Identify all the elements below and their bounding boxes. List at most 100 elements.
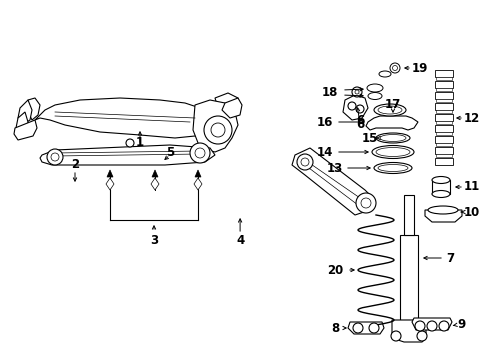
Polygon shape <box>434 81 452 88</box>
Bar <box>399 235 417 320</box>
Text: 8: 8 <box>330 321 339 334</box>
Polygon shape <box>434 147 452 154</box>
Polygon shape <box>434 70 452 77</box>
Circle shape <box>195 148 204 158</box>
Polygon shape <box>347 322 383 334</box>
Polygon shape <box>16 112 28 136</box>
Ellipse shape <box>367 93 381 99</box>
Ellipse shape <box>366 84 382 92</box>
Circle shape <box>352 323 362 333</box>
Text: 5: 5 <box>165 145 174 158</box>
Circle shape <box>438 321 448 331</box>
Bar <box>403 195 413 235</box>
Ellipse shape <box>371 145 413 158</box>
Bar <box>431 180 449 194</box>
Circle shape <box>351 87 361 97</box>
Circle shape <box>126 139 134 147</box>
Polygon shape <box>434 158 452 165</box>
Text: 6: 6 <box>355 118 364 131</box>
Circle shape <box>301 158 308 166</box>
Circle shape <box>203 116 231 144</box>
Text: 20: 20 <box>326 264 343 276</box>
Text: 18: 18 <box>321 85 338 99</box>
Text: 15: 15 <box>361 131 377 144</box>
Polygon shape <box>35 98 215 138</box>
Circle shape <box>426 321 436 331</box>
Text: 16: 16 <box>316 116 332 129</box>
Polygon shape <box>434 92 452 99</box>
Polygon shape <box>28 98 40 120</box>
Text: 9: 9 <box>457 319 465 332</box>
Polygon shape <box>195 170 201 177</box>
Ellipse shape <box>378 71 390 77</box>
Circle shape <box>392 66 397 71</box>
Text: 17: 17 <box>384 99 400 112</box>
Text: 10: 10 <box>463 206 479 219</box>
Polygon shape <box>424 210 461 222</box>
Ellipse shape <box>377 165 407 171</box>
Polygon shape <box>106 178 114 190</box>
Ellipse shape <box>427 206 457 214</box>
Polygon shape <box>14 120 37 140</box>
Polygon shape <box>391 320 425 342</box>
Text: 4: 4 <box>236 234 244 247</box>
Polygon shape <box>434 114 452 121</box>
Polygon shape <box>215 93 240 118</box>
Circle shape <box>354 90 358 94</box>
Ellipse shape <box>379 135 405 141</box>
Polygon shape <box>435 154 451 157</box>
Circle shape <box>355 105 363 113</box>
Polygon shape <box>435 132 451 135</box>
Ellipse shape <box>375 148 409 157</box>
Polygon shape <box>200 105 229 133</box>
Text: 19: 19 <box>411 62 427 75</box>
Polygon shape <box>435 99 451 102</box>
Polygon shape <box>40 145 215 165</box>
Text: 14: 14 <box>316 145 332 158</box>
Circle shape <box>210 123 224 137</box>
Polygon shape <box>193 100 238 152</box>
Ellipse shape <box>377 106 401 114</box>
Polygon shape <box>222 98 242 118</box>
Text: 7: 7 <box>445 252 453 265</box>
Text: 2: 2 <box>71 158 79 171</box>
Polygon shape <box>107 170 113 177</box>
Circle shape <box>51 153 59 161</box>
Text: 1: 1 <box>136 135 144 148</box>
Polygon shape <box>152 170 158 177</box>
Polygon shape <box>435 77 451 80</box>
Ellipse shape <box>431 190 449 198</box>
Circle shape <box>347 102 355 110</box>
Polygon shape <box>435 110 451 113</box>
Polygon shape <box>291 148 374 215</box>
Polygon shape <box>365 116 417 130</box>
Circle shape <box>360 198 370 208</box>
Circle shape <box>368 323 378 333</box>
Circle shape <box>414 321 424 331</box>
Text: 3: 3 <box>150 234 158 247</box>
Polygon shape <box>18 100 32 125</box>
Ellipse shape <box>373 162 411 174</box>
Ellipse shape <box>373 104 405 116</box>
Polygon shape <box>342 95 367 120</box>
Polygon shape <box>434 136 452 143</box>
Polygon shape <box>435 121 451 124</box>
Circle shape <box>355 193 375 213</box>
Text: 6: 6 <box>355 113 364 126</box>
Polygon shape <box>435 143 451 146</box>
Circle shape <box>190 143 209 163</box>
Polygon shape <box>434 103 452 110</box>
Circle shape <box>416 331 426 341</box>
Ellipse shape <box>431 176 449 184</box>
Polygon shape <box>435 88 451 91</box>
Text: 13: 13 <box>326 162 343 175</box>
Text: 12: 12 <box>463 112 479 125</box>
Polygon shape <box>151 178 159 190</box>
Polygon shape <box>411 318 451 330</box>
Polygon shape <box>194 178 202 190</box>
Circle shape <box>296 154 312 170</box>
Ellipse shape <box>375 133 409 143</box>
Circle shape <box>389 63 399 73</box>
Circle shape <box>390 331 400 341</box>
Text: 11: 11 <box>463 180 479 194</box>
